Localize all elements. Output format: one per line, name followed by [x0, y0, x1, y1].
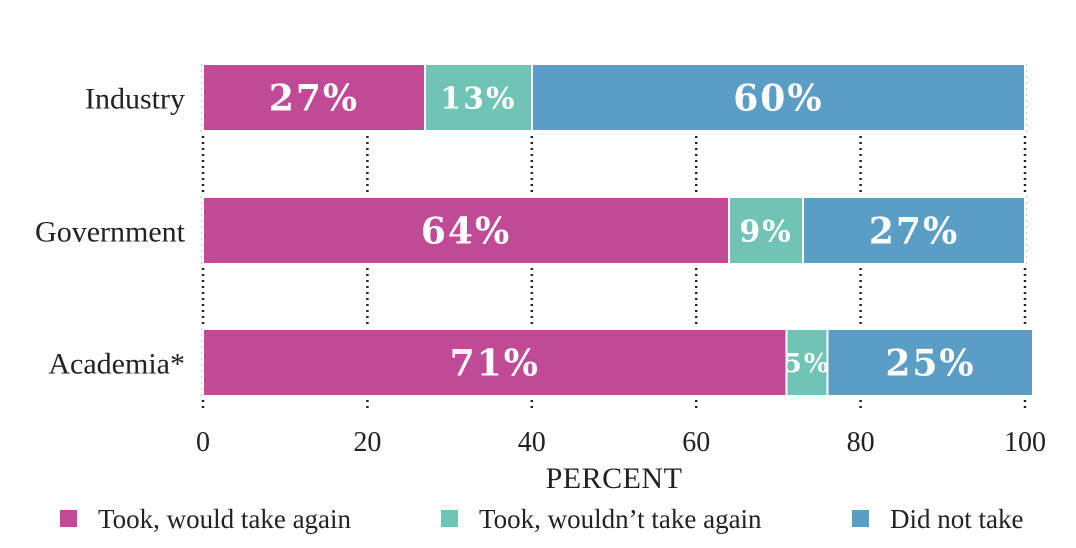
- bar-industry-took-would-take-again: [202, 63, 426, 132]
- legend-swatch: [852, 510, 869, 527]
- x-tick-label-20: 20: [353, 427, 381, 458]
- legend-label: Did not take: [890, 504, 1023, 534]
- bar-industry-took-wouldn-t-take-again: [423, 63, 533, 132]
- category-label-government: Government: [35, 216, 186, 249]
- bars: 27% 13% 60% 64% 9% 27% 71% 5% 25%: [202, 63, 1035, 397]
- legend-label: Took, wouldn’t take again: [479, 504, 762, 534]
- legend-item-took-would-take-again: Took, would take again: [60, 504, 352, 534]
- bar-value-label-industry-took-wouldn-t-take-again: 13%: [440, 81, 516, 116]
- x-tick-label-40: 40: [518, 427, 546, 458]
- bar-value-label-industry-did-not-take: 60%: [733, 77, 823, 119]
- x-tick-label-80: 80: [847, 427, 875, 458]
- bar-industry-did-not-take: [530, 63, 1026, 132]
- legend-item-took-wouldn-t-take-again: Took, wouldn’t take again: [441, 504, 762, 534]
- category-label-industry: Industry: [85, 83, 185, 116]
- bar-value-label-academia-took-would-take-again: 71%: [450, 342, 540, 384]
- x-axis-ticks: 0 20 40 60 80 100: [196, 427, 1046, 458]
- legend-label: Took, would take again: [98, 504, 352, 534]
- bar-value-label-academia-took-wouldn-t-take-again: 5%: [784, 349, 831, 379]
- x-tick-label-0: 0: [196, 427, 210, 458]
- bar-government-took-would-take-again: [202, 196, 731, 265]
- legend-swatch: [60, 510, 77, 527]
- bar-value-label-government-did-not-take: 27%: [869, 210, 959, 252]
- legend-item-did-not-take: Did not take: [852, 504, 1023, 534]
- bar-value-label-government-took-wouldn-t-take-again: 9%: [739, 214, 792, 249]
- legend: Took, would take again Took, wouldn’t tak…: [60, 504, 1023, 534]
- x-tick-label-100: 100: [1004, 427, 1046, 458]
- x-tick-label-60: 60: [682, 427, 710, 458]
- bar-government-did-not-take: [802, 196, 1026, 265]
- bar-value-label-industry-took-would-take-again: 27%: [269, 77, 359, 119]
- category-label-academia: Academia*: [48, 348, 185, 381]
- bar-value-label-government-took-would-take-again: 64%: [421, 210, 511, 252]
- legend-swatch: [441, 510, 458, 527]
- bar-value-label-academia-did-not-take: 25%: [885, 342, 975, 384]
- bar-academia-did-not-take: [826, 328, 1035, 397]
- x-axis-title: PERCENT: [546, 462, 683, 495]
- category-labels: Industry Government Academia*: [35, 83, 186, 381]
